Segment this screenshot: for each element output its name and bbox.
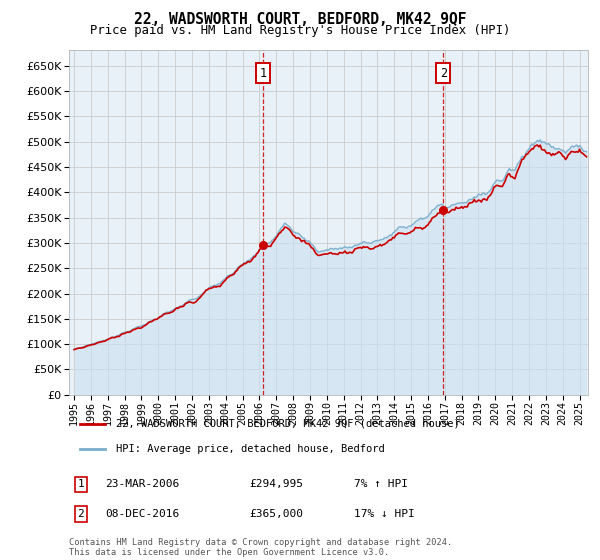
Text: 2: 2 (77, 509, 85, 519)
Text: £294,995: £294,995 (249, 479, 303, 489)
Text: £365,000: £365,000 (249, 509, 303, 519)
Text: 2: 2 (440, 67, 447, 80)
Text: 23-MAR-2006: 23-MAR-2006 (105, 479, 179, 489)
Text: 1: 1 (77, 479, 85, 489)
Text: Contains HM Land Registry data © Crown copyright and database right 2024.
This d: Contains HM Land Registry data © Crown c… (69, 538, 452, 557)
Text: HPI: Average price, detached house, Bedford: HPI: Average price, detached house, Bedf… (116, 444, 385, 454)
Text: 22, WADSWORTH COURT, BEDFORD, MK42 9QF: 22, WADSWORTH COURT, BEDFORD, MK42 9QF (134, 12, 466, 27)
Text: 17% ↓ HPI: 17% ↓ HPI (354, 509, 415, 519)
Text: 1: 1 (259, 67, 266, 80)
Text: 22, WADSWORTH COURT, BEDFORD, MK42 9QF (detached house): 22, WADSWORTH COURT, BEDFORD, MK42 9QF (… (116, 419, 460, 429)
Text: 7% ↑ HPI: 7% ↑ HPI (354, 479, 408, 489)
Text: Price paid vs. HM Land Registry's House Price Index (HPI): Price paid vs. HM Land Registry's House … (90, 24, 510, 36)
Text: 08-DEC-2016: 08-DEC-2016 (105, 509, 179, 519)
